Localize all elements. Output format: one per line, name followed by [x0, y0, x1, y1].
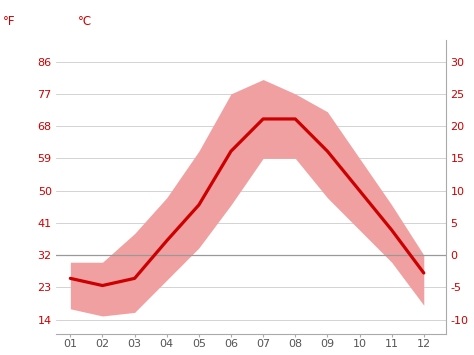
Text: °F: °F	[3, 15, 15, 28]
Text: °C: °C	[78, 15, 92, 28]
